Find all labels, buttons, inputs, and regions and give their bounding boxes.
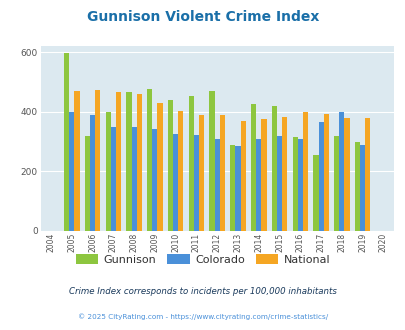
Bar (292, 137, 297, 231)
Bar (343, 118, 349, 231)
Bar (178, 111, 183, 231)
Legend: Gunnison, Colorado, National: Gunnison, Colorado, National (71, 250, 334, 269)
Bar (276, 136, 281, 231)
Bar (126, 92, 131, 231)
Bar (131, 127, 136, 231)
Text: © 2025 CityRating.com - https://www.cityrating.com/crime-statistics/: © 2025 CityRating.com - https://www.city… (78, 314, 327, 320)
Bar (95, 90, 100, 231)
Bar (173, 134, 178, 231)
Bar (85, 136, 90, 231)
Bar (333, 136, 339, 231)
Bar (235, 146, 240, 231)
Bar (136, 94, 141, 231)
Bar (198, 115, 204, 231)
Bar (74, 91, 79, 231)
Bar (193, 135, 198, 231)
Bar (354, 142, 359, 231)
Bar (69, 113, 74, 231)
Bar (256, 139, 261, 231)
Bar (219, 115, 224, 231)
Bar (157, 103, 162, 231)
Bar (297, 139, 302, 231)
Bar (116, 92, 121, 231)
Bar (90, 115, 95, 231)
Bar (323, 114, 328, 231)
Bar (209, 91, 214, 231)
Text: Crime Index corresponds to incidents per 100,000 inhabitants: Crime Index corresponds to incidents per… (69, 287, 336, 296)
Bar (111, 127, 116, 231)
Bar (318, 122, 323, 231)
Bar (250, 104, 256, 231)
Bar (281, 116, 287, 231)
Bar (271, 106, 276, 231)
Text: Gunnison Violent Crime Index: Gunnison Violent Crime Index (87, 10, 318, 24)
Bar (261, 119, 266, 231)
Bar (302, 113, 307, 231)
Bar (147, 88, 152, 231)
Bar (167, 100, 173, 231)
Bar (313, 155, 318, 231)
Bar (64, 53, 69, 231)
Bar (240, 121, 245, 231)
Bar (359, 145, 364, 231)
Bar (105, 112, 111, 231)
Bar (188, 96, 193, 231)
Bar (152, 129, 157, 231)
Bar (230, 145, 235, 231)
Bar (364, 118, 369, 231)
Bar (339, 113, 343, 231)
Bar (214, 139, 219, 231)
